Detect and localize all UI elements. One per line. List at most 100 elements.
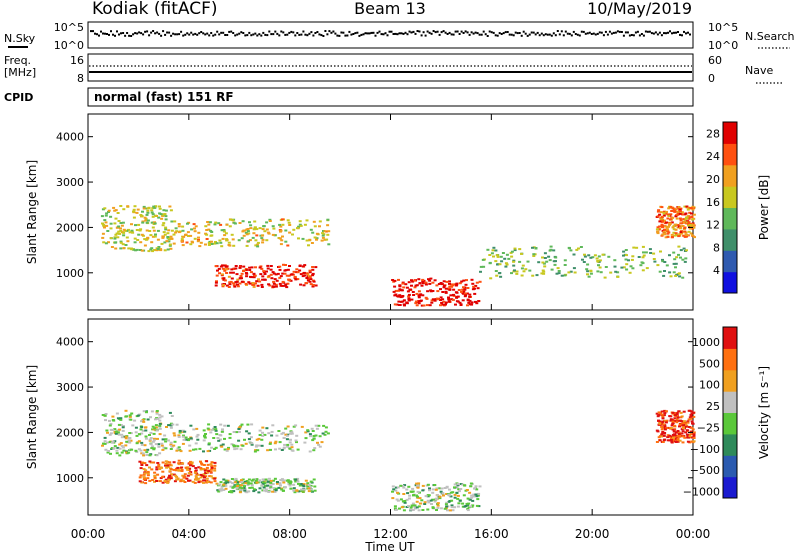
data-cell — [222, 483, 226, 486]
data-cell — [685, 424, 689, 427]
data-cell — [690, 410, 694, 413]
data-cell — [220, 229, 224, 232]
nsky-point — [286, 33, 289, 36]
nsky-point — [502, 32, 505, 35]
data-cell — [181, 430, 185, 433]
data-cell — [233, 285, 237, 288]
data-cell — [204, 243, 207, 246]
data-cell — [128, 414, 132, 417]
data-cell — [217, 267, 221, 270]
data-cell — [657, 414, 661, 417]
data-cell — [306, 482, 310, 485]
data-cell — [685, 433, 689, 436]
data-cell — [541, 261, 545, 264]
data-cell — [669, 275, 673, 278]
data-cell — [274, 440, 278, 443]
nsky-point — [152, 30, 155, 32]
data-cell — [288, 441, 292, 444]
data-cell — [152, 432, 156, 435]
data-cell — [415, 482, 419, 485]
data-cell — [112, 419, 116, 422]
nsky-point — [146, 30, 149, 33]
data-cell — [223, 437, 226, 440]
data-cell — [134, 449, 138, 452]
data-cell — [121, 426, 125, 429]
data-cell — [199, 467, 203, 469]
data-cell — [143, 244, 147, 247]
data-cell — [119, 229, 123, 232]
nsky-point — [134, 32, 137, 35]
data-cell — [130, 412, 134, 415]
nsky-point — [236, 33, 239, 36]
data-cell — [676, 416, 680, 419]
data-cell — [468, 293, 472, 296]
nsky-point — [338, 34, 341, 37]
data-cell — [426, 483, 430, 486]
data-cell — [444, 503, 448, 506]
data-cell — [205, 233, 209, 236]
data-cell — [198, 447, 202, 450]
data-cell — [243, 481, 247, 483]
data-cell — [666, 228, 669, 231]
data-cell — [657, 411, 661, 414]
data-cell — [119, 205, 123, 207]
data-cell — [149, 248, 153, 251]
data-cell — [549, 248, 553, 251]
data-cell — [315, 238, 318, 241]
nsky-point — [524, 32, 527, 35]
data-cell — [663, 438, 667, 441]
data-cell — [143, 472, 147, 475]
data-cell — [116, 431, 120, 434]
data-cell — [687, 409, 691, 412]
data-cell — [603, 276, 607, 279]
data-cell — [488, 254, 492, 256]
data-cell — [102, 241, 106, 244]
nsky-point — [324, 30, 327, 32]
data-cell — [686, 440, 690, 443]
data-cell — [162, 446, 166, 449]
nsky-data — [90, 30, 691, 37]
data-cell — [280, 449, 284, 451]
data-cell — [313, 489, 317, 492]
data-cell — [260, 484, 264, 487]
data-cell — [153, 437, 156, 440]
data-cell — [139, 449, 143, 452]
data-cell — [295, 268, 299, 271]
data-cell — [200, 463, 204, 466]
data-cell — [169, 247, 173, 250]
data-cell — [457, 289, 461, 291]
data-cell — [313, 236, 317, 239]
data-cell — [468, 299, 472, 302]
data-cell — [311, 285, 315, 288]
data-cell — [236, 283, 239, 286]
data-cell — [199, 476, 203, 479]
data-cell — [287, 279, 291, 282]
data-cell — [674, 441, 678, 443]
data-cell — [116, 212, 120, 214]
data-cell — [213, 223, 217, 226]
data-cell — [236, 445, 240, 448]
nsky-point — [166, 31, 169, 34]
nsky-point — [246, 34, 249, 37]
data-cell — [405, 488, 409, 491]
nsky-point — [90, 30, 92, 33]
data-cell — [148, 438, 152, 441]
data-cell — [429, 499, 433, 502]
nsky-point — [552, 32, 555, 35]
data-cell — [427, 494, 431, 497]
data-cell — [655, 412, 659, 415]
nsky-point — [512, 34, 515, 37]
data-cell — [312, 449, 316, 452]
data-cell — [147, 250, 151, 253]
data-cell — [482, 265, 486, 268]
data-cell — [293, 491, 297, 494]
data-cell — [197, 231, 201, 234]
data-cell — [202, 479, 206, 482]
nsky-point — [430, 32, 433, 35]
data-cell — [150, 468, 154, 471]
nsky-point — [450, 33, 453, 36]
data-cell — [130, 223, 133, 226]
data-cell — [684, 257, 688, 260]
nsky-point — [320, 34, 323, 37]
